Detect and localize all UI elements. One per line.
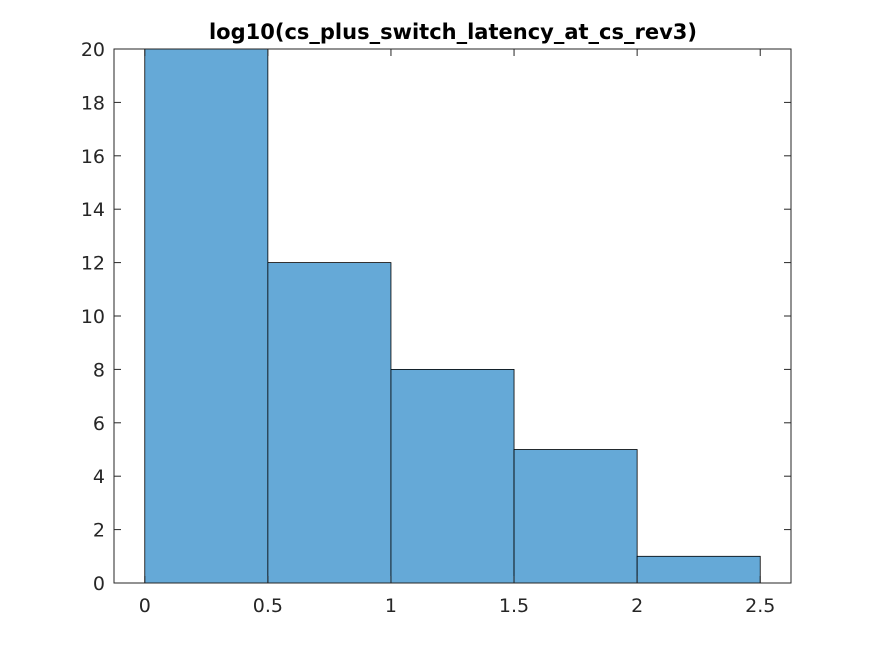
y-tick-label: 20 bbox=[81, 39, 105, 61]
histogram-bar-3 bbox=[390, 368, 515, 584]
histogram-bar-5 bbox=[636, 555, 761, 584]
y-tick-label: 16 bbox=[81, 146, 105, 168]
x-tick-label: 2 bbox=[631, 595, 643, 617]
x-tick-label: 0 bbox=[139, 595, 151, 617]
y-tick-label: 4 bbox=[93, 466, 105, 488]
histogram-bar-1 bbox=[144, 48, 269, 584]
y-tick-label: 18 bbox=[81, 92, 105, 114]
x-tick-label: 1 bbox=[385, 595, 397, 617]
y-axis-ticks: 0 2 4 6 8 10 12 14 16 18 20 bbox=[81, 39, 791, 595]
chart-title: log10(cs_plus_switch_latency_at_cs_rev3) bbox=[209, 20, 697, 44]
y-tick-label: 8 bbox=[93, 359, 105, 381]
x-tick-label: 0.5 bbox=[253, 595, 283, 617]
histogram-bar-4 bbox=[513, 449, 638, 584]
bars-layer bbox=[144, 48, 761, 584]
y-tick-label: 14 bbox=[81, 199, 105, 221]
y-tick-label: 0 bbox=[93, 573, 105, 595]
histogram-bar-2 bbox=[267, 262, 392, 584]
y-tick-label: 12 bbox=[81, 253, 105, 275]
y-tick-label: 2 bbox=[93, 520, 105, 542]
x-tick-label: 1.5 bbox=[499, 595, 529, 617]
x-axis-ticks: 0 0.5 1 1.5 2 2.5 bbox=[139, 49, 775, 617]
y-tick-label: 6 bbox=[93, 413, 105, 435]
x-tick-label: 2.5 bbox=[745, 595, 775, 617]
y-tick-label: 10 bbox=[81, 306, 105, 328]
